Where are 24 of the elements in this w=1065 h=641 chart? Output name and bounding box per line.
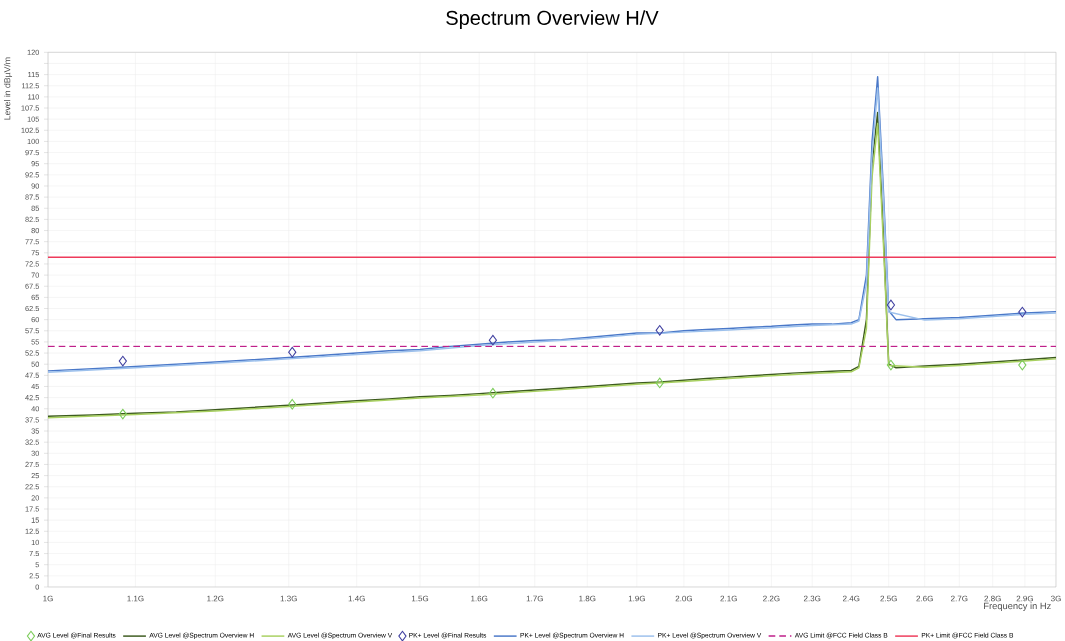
x-tick-label: 1.6G xyxy=(471,595,488,602)
x-tick-label: 1.9G xyxy=(628,595,645,602)
x-tick-label: 2.3G xyxy=(803,595,821,602)
x-tick-label: 1.5G xyxy=(411,595,429,602)
x-tick-label: 2.8G xyxy=(984,595,1001,602)
x-tick-label: 2.7G xyxy=(951,595,968,602)
x-tick-label: 1.3G xyxy=(280,595,297,602)
x-tick-label: 2.9G xyxy=(1016,595,1033,602)
x-tick-label: 2.1G xyxy=(720,595,737,602)
x-tick-label: 1.7G xyxy=(526,595,543,602)
y-axis-title: Level in dBµV/m xyxy=(3,57,13,120)
x-tick-label: 2.2G xyxy=(763,595,780,602)
x-tick-label: 2.0G xyxy=(675,595,692,602)
x-tick-label: 2.4G xyxy=(842,595,860,602)
x-tick-label: 1.1G xyxy=(127,595,144,602)
x-tick-label: 1.8G xyxy=(579,595,596,602)
x-tick-label: 1.4G xyxy=(348,595,365,602)
x-tick-label: 1G xyxy=(43,595,53,602)
x-tick-label: 3G xyxy=(1050,595,1061,602)
x-tick-label: 2.5G xyxy=(880,595,897,602)
x-axis-title: Frequency in Hz xyxy=(984,602,1051,612)
x-tick-label: 1.2G xyxy=(207,595,224,602)
chart-title: Spectrum Overview H/V xyxy=(446,10,659,29)
x-tick-label: 2.6G xyxy=(916,595,933,602)
